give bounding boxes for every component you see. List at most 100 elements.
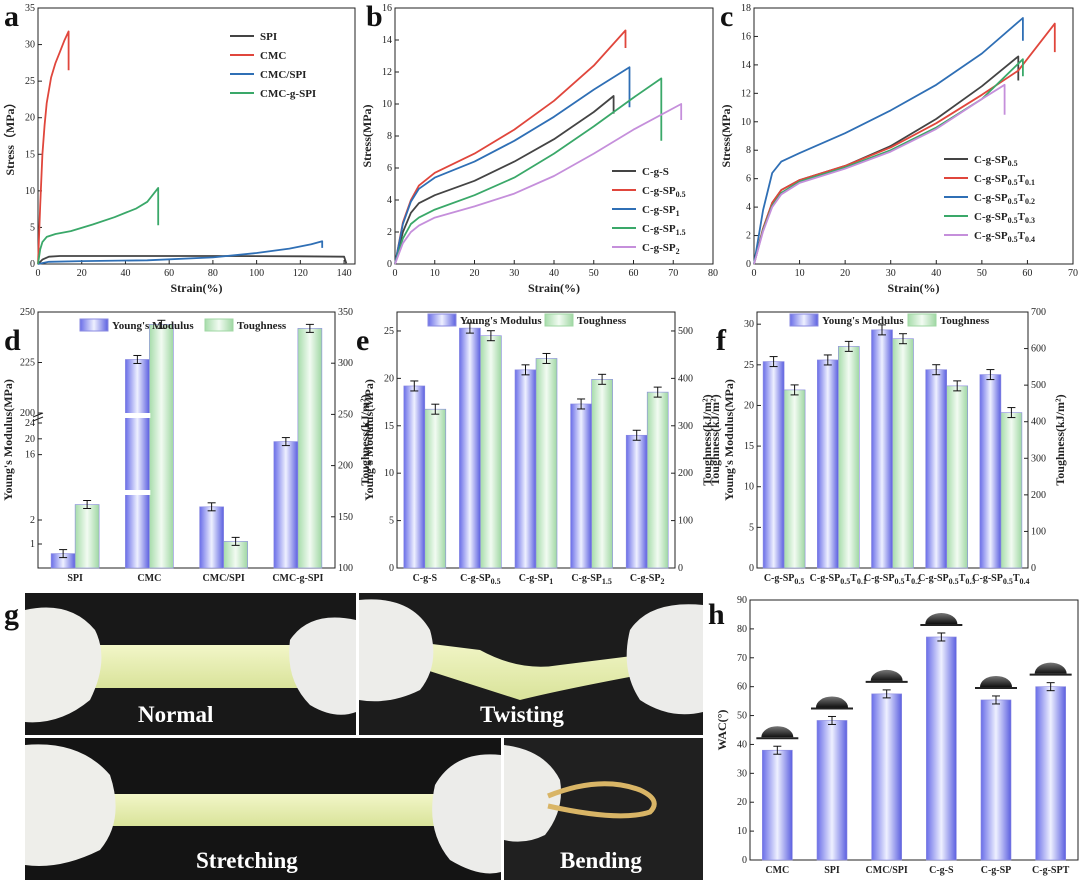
y-tick-label: 14: [741, 60, 751, 71]
y-axis-label: WAC(°): [715, 710, 729, 751]
bar-toughness: [591, 379, 613, 569]
y-axis-label: Young's Modulus(MPa): [362, 379, 376, 501]
series-line-C-g-SP0.5T0.1: [753, 22, 1056, 265]
charts-layer: 0 20 40 60 80 100 120 14005101520253035Strain(%…: [1, 3, 1079, 876]
x-tick-label: 70: [1068, 268, 1078, 279]
legend-label-sub: 0.5: [1008, 235, 1018, 244]
x-tick-label-sub: 0.1: [857, 577, 867, 586]
legend-label-part: C-g-SP: [642, 242, 676, 254]
axis-break-mark: [32, 416, 44, 422]
y2-axis-label: Toughness(kJ/m²): [358, 394, 372, 485]
bar-break-gap: [124, 490, 151, 495]
bar-modulus: [199, 506, 224, 569]
plot-frame: [37, 311, 336, 569]
glove-bending: [504, 745, 561, 842]
y2-tick-label: 400: [678, 373, 693, 384]
y-tick-label: 8: [387, 131, 392, 142]
y-tick-label: 10: [737, 826, 747, 837]
x-axis-label: Strain(%): [528, 281, 580, 295]
bar-modulus: [459, 327, 481, 569]
droplet-icon: [980, 675, 1012, 687]
x-tick-label: 100: [249, 268, 264, 279]
legend-label-part: C-g-SP: [974, 192, 1008, 204]
bar-toughness: [74, 504, 100, 569]
bar-toughness: [892, 338, 914, 569]
y2-tick-label: 200: [1031, 490, 1046, 501]
series-line-C-g-SP0.5T0.2: [753, 17, 1024, 265]
x-tick-label: 20: [470, 268, 480, 279]
bar-toughness: [424, 408, 447, 569]
legend-label: C-g-SP0.5T0.1: [974, 173, 1035, 187]
y2-axis-label: Toughness(kJ/m²): [1053, 394, 1067, 485]
y-tick-label: 60: [737, 682, 747, 693]
droplet-icon: [870, 669, 903, 681]
bar-toughness: [535, 358, 558, 569]
x-tick-label-part: C-g-SP: [630, 573, 661, 584]
series-line-C-g-S: [394, 95, 615, 265]
y-tick-label: 10: [25, 186, 35, 197]
x-tick-label-sub: 0.5: [840, 577, 850, 586]
y-tick-label: 0: [30, 259, 35, 270]
y-tick-label: 10: [741, 117, 751, 128]
x-tick-label: 60: [629, 268, 639, 279]
x-tick-label: SPI: [824, 865, 840, 876]
legend-label-sub: 0.5: [676, 190, 686, 199]
line-chart-a: 0 20 40 60 80 100 120 140 0 5 10 15 20 25 30 35 Strain(%…: [2, 3, 356, 295]
x-tick-label: C-g-SP0.5: [764, 573, 805, 586]
x-tick-label: CMC: [765, 865, 789, 876]
y-tick-label: 40: [737, 739, 747, 750]
legend-label: C-g-SP1: [642, 204, 680, 218]
y-tick-label: 12: [382, 67, 392, 78]
glove-left-stretching: [25, 744, 116, 866]
x-tick-label: 60: [164, 268, 174, 279]
y-axis-label-top: Toughness(kJ/m²): [708, 394, 722, 485]
line-chart-c: 0 10 20 30 40 50 60 70 0 2 4 6 8 10 12 14 16 18 Strain(%) S…: [719, 3, 1078, 295]
y-tick-label: 0: [746, 259, 751, 270]
y-tick-label: 14: [382, 35, 392, 46]
legend-label: C-g-SP0.5T0.4: [974, 230, 1035, 244]
y-tick-label: 10: [384, 468, 394, 479]
x-tick-label: C-g-SP0.5T0.3: [918, 573, 975, 586]
legend-label-sub: 0.5: [1008, 159, 1018, 168]
strip-bending: [547, 781, 657, 819]
panel-letter-f: f: [716, 324, 727, 357]
x-tick-label: 50: [589, 268, 599, 279]
legend-label-sub: 0.5: [1008, 178, 1018, 187]
legend-swatch-toughness: [907, 313, 937, 327]
y-tick-label: 50: [737, 711, 747, 722]
x-tick-label: 0: [393, 268, 398, 279]
x-tick-label: C-g-SPT: [1032, 865, 1070, 876]
y-tick-label: 15: [384, 421, 394, 432]
bar-toughness: [837, 346, 860, 569]
series-line-C-g-SP1.5: [394, 77, 663, 265]
y-axis-label: Stress（MPa）: [2, 96, 17, 175]
y2-tick-label: 0: [678, 563, 683, 574]
bar-toughness: [149, 323, 174, 569]
droplet-icon: [925, 612, 958, 624]
series-line-C-g-SP1: [394, 66, 631, 265]
x-tick-label: C-g-SP2: [630, 573, 665, 586]
series-line-C-g-SP0.5T0.4: [753, 83, 1006, 265]
legend-label: C-g-SP2: [642, 242, 680, 256]
y2-tick-label: 200: [678, 468, 693, 479]
y-tick-label: 5: [389, 516, 394, 527]
y-tick-label: 2: [746, 231, 751, 242]
y-tick-label: 20: [737, 797, 747, 808]
y-tick-label: 250: [20, 307, 35, 318]
panel-letter-c: c: [720, 0, 733, 33]
legend-label-sub: 1.5: [676, 228, 686, 237]
y-tick-label: 0: [387, 259, 392, 270]
panel-letter-e: e: [356, 324, 369, 357]
y-tick-label: 20: [744, 400, 754, 411]
bar-modulus: [125, 359, 150, 569]
y-tick-label: 35: [25, 3, 35, 14]
bar-toughness: [1000, 412, 1023, 569]
x-tick-label-part: C-g-SP: [519, 573, 550, 584]
x-tick-label: C-g-SP0.5T0.4: [972, 573, 1029, 586]
y2-tick-label: 0: [1031, 563, 1036, 574]
legend-label: C-g-SP0.5T0.2: [974, 192, 1035, 206]
y-tick-label: 4: [387, 195, 392, 206]
legend-swatch-toughness: [204, 318, 234, 332]
legend-label-part: T: [1018, 230, 1026, 242]
photo-panel: Normal Twisting Stretching Bending: [25, 593, 703, 880]
